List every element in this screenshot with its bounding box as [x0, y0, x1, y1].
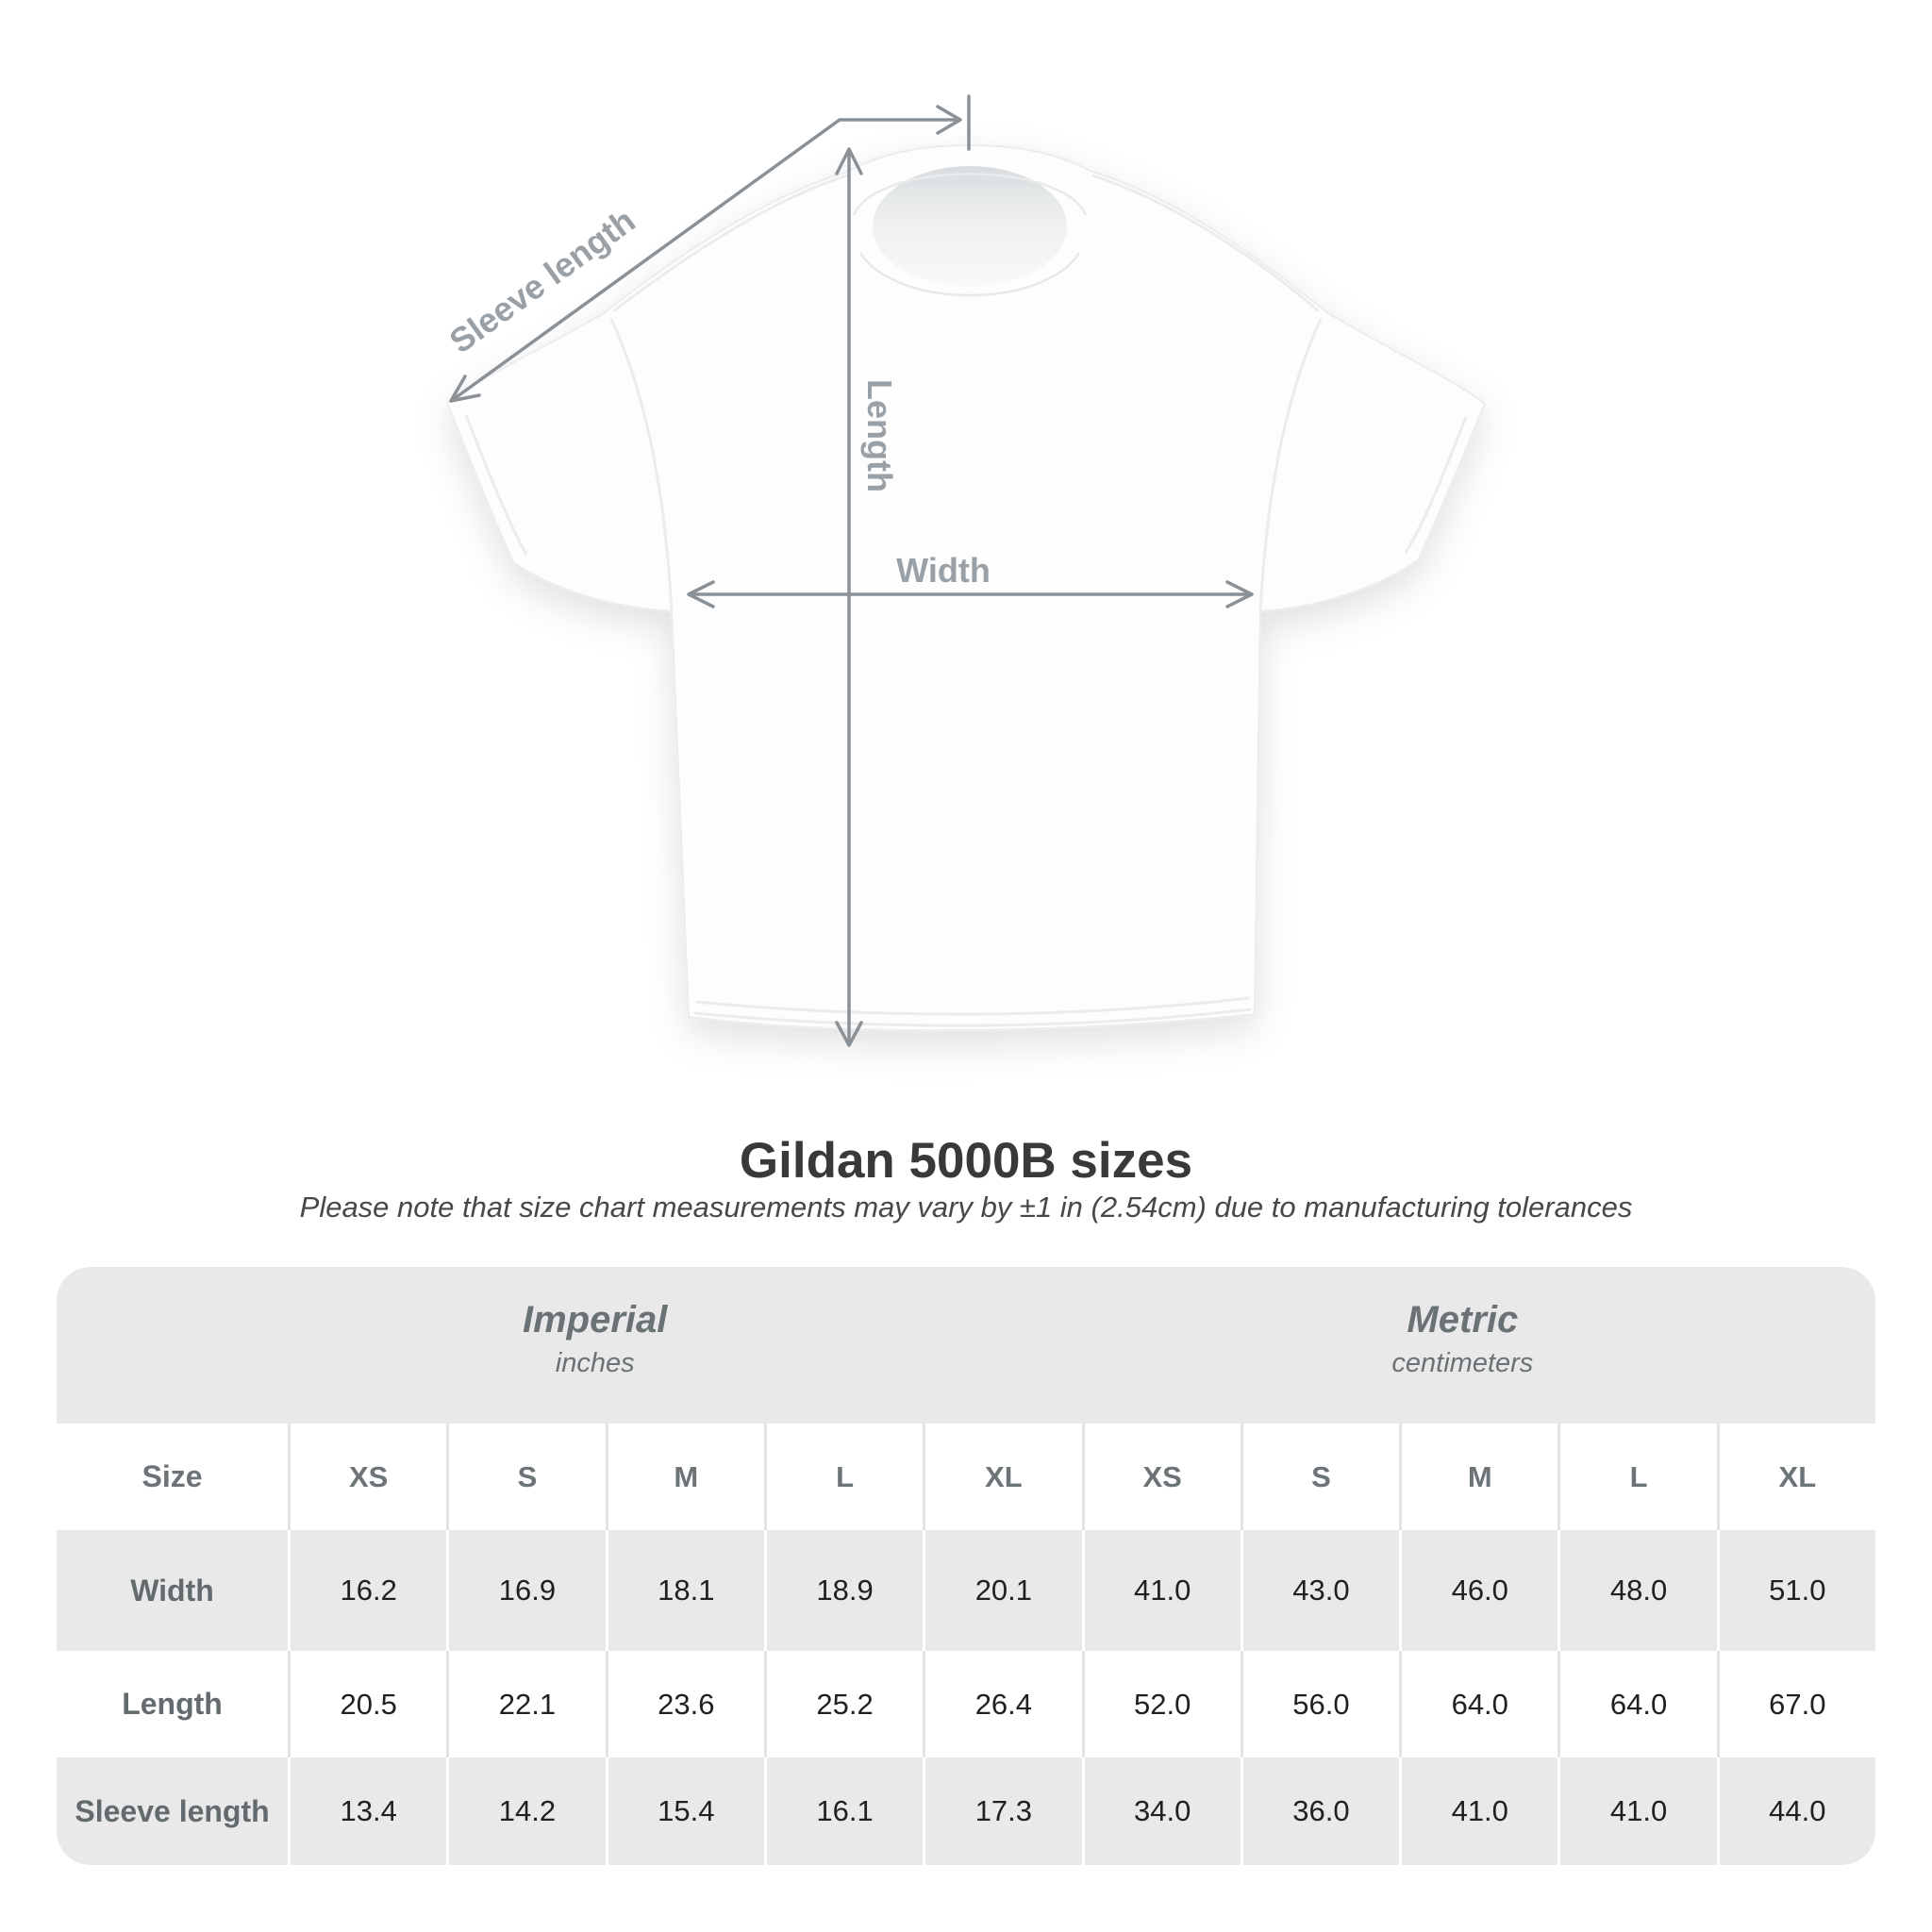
size-col-imperial-s: S [446, 1424, 605, 1530]
size-col-metric-m: M [1399, 1424, 1557, 1530]
size-col-metric-l: L [1557, 1424, 1716, 1530]
value-cell: 18.9 [763, 1530, 923, 1651]
row-label: Length [122, 1687, 223, 1721]
value-cell: 51.0 [1716, 1530, 1875, 1651]
row-label: Sleeve length [75, 1793, 270, 1828]
value-cell: 18.1 [605, 1530, 764, 1651]
collar-band [852, 173, 1088, 216]
metric-unit: centimeters [1391, 1348, 1534, 1378]
length-arrowhead-top [835, 147, 863, 175]
table-row-width: Width 16.2 16.9 18.1 18.9 20.1 41.0 43.0… [57, 1530, 1875, 1651]
value-cell: 41.0 [1081, 1530, 1241, 1651]
sleeve-seam-left [609, 318, 674, 612]
imperial-unit: inches [555, 1348, 635, 1378]
size-col-imperial-m: M [605, 1424, 764, 1530]
value-cell: 20.5 [288, 1651, 446, 1757]
value-cell: 23.6 [605, 1651, 764, 1757]
value-cell: 46.0 [1399, 1530, 1557, 1651]
metric-title: Metric [1407, 1299, 1519, 1341]
value-cell: 15.4 [605, 1757, 764, 1865]
value-cell: 44.0 [1716, 1757, 1875, 1865]
value-cell: 16.2 [288, 1530, 446, 1651]
sleeve-ref-arrowhead [936, 105, 962, 135]
sleeve-length-arrowhead [449, 375, 481, 403]
cuff-seam-left [464, 414, 528, 556]
imperial-title: Imperial [522, 1299, 668, 1341]
hem-seam-upper [695, 996, 1250, 1016]
sleeve-length-arrow [452, 118, 841, 401]
size-table: Imperial inches Metric centimeters Size … [57, 1267, 1875, 1865]
value-cell: 20.1 [923, 1530, 1081, 1651]
collar-band-bottom [858, 252, 1081, 297]
size-header-label: Size [142, 1459, 203, 1493]
tshirt-diagram: Sleeve length Length Width [442, 94, 1487, 1047]
value-cell: 16.9 [446, 1530, 605, 1651]
value-cell: 36.0 [1240, 1757, 1399, 1865]
value-cell: 41.0 [1399, 1757, 1557, 1865]
value-cell: 17.3 [923, 1757, 1081, 1865]
cuff-seam-right [1404, 416, 1468, 554]
table-row-length: Length 20.5 22.1 23.6 25.2 26.4 52.0 56.… [57, 1651, 1875, 1757]
size-col-metric-xl: XL [1716, 1424, 1875, 1530]
value-cell: 26.4 [923, 1651, 1081, 1757]
length-label: Length [860, 379, 899, 492]
size-col-imperial-xl: XL [923, 1424, 1081, 1530]
unit-header-row: Imperial inches Metric centimeters [57, 1267, 1875, 1424]
value-cell: 48.0 [1557, 1530, 1716, 1651]
size-col-metric-s: S [1240, 1424, 1399, 1530]
hem-seam-lower [693, 1008, 1252, 1027]
value-cell: 22.1 [446, 1651, 605, 1757]
value-cell: 14.2 [446, 1757, 605, 1865]
collar-opening [873, 166, 1067, 287]
value-cell: 34.0 [1081, 1757, 1241, 1865]
row-label: Width [130, 1573, 214, 1607]
shoulder-seam-right [1091, 174, 1320, 313]
value-cell: 64.0 [1399, 1651, 1557, 1757]
imperial-header: Imperial inches [523, 1297, 667, 1385]
metric-header: Metric centimeters [1391, 1297, 1533, 1385]
width-arrowhead-right [1225, 580, 1254, 608]
value-cell: 56.0 [1240, 1651, 1399, 1757]
tshirt-body [445, 143, 1487, 1032]
width-arrowhead-left [687, 580, 715, 608]
size-header-row: Size XS S M L XL XS S M L XL [57, 1424, 1875, 1530]
value-cell: 13.4 [288, 1757, 446, 1865]
value-cell: 16.1 [763, 1757, 923, 1865]
width-label: Width [896, 551, 991, 590]
page-subtitle: Please note that size chart measurements… [299, 1191, 1633, 1224]
tshirt-graphic [445, 143, 1487, 1032]
value-cell: 52.0 [1081, 1651, 1241, 1757]
value-cell: 25.2 [763, 1651, 923, 1757]
length-arrowhead-bottom [835, 1021, 863, 1047]
value-cell: 67.0 [1716, 1651, 1875, 1757]
value-cell: 64.0 [1557, 1651, 1716, 1757]
value-cell: 41.0 [1557, 1757, 1716, 1865]
value-cell: 43.0 [1240, 1530, 1399, 1651]
sleeve-seam-right [1258, 318, 1323, 612]
page-title: Gildan 5000B sizes [739, 1133, 1193, 1189]
table-row-sleeve-length: Sleeve length 13.4 14.2 15.4 16.1 17.3 3… [57, 1757, 1875, 1865]
shoulder-seam-left [612, 174, 848, 313]
size-col-metric-xs: XS [1081, 1424, 1241, 1530]
size-col-imperial-xs: XS [288, 1424, 446, 1530]
size-col-imperial-l: L [763, 1424, 923, 1530]
